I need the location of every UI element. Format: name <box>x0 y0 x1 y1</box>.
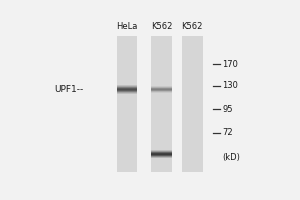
Text: UPF1--: UPF1-- <box>54 85 83 94</box>
Text: 130: 130 <box>222 81 238 90</box>
Text: HeLa: HeLa <box>116 22 138 31</box>
Bar <box>182 36 202 172</box>
Bar <box>117 36 137 172</box>
Text: 95: 95 <box>222 105 233 114</box>
Text: K562: K562 <box>182 22 203 31</box>
Bar <box>152 36 172 172</box>
Text: K562: K562 <box>151 22 172 31</box>
Text: 72: 72 <box>222 128 233 137</box>
Text: (kD): (kD) <box>222 153 240 162</box>
Text: 170: 170 <box>222 60 238 69</box>
